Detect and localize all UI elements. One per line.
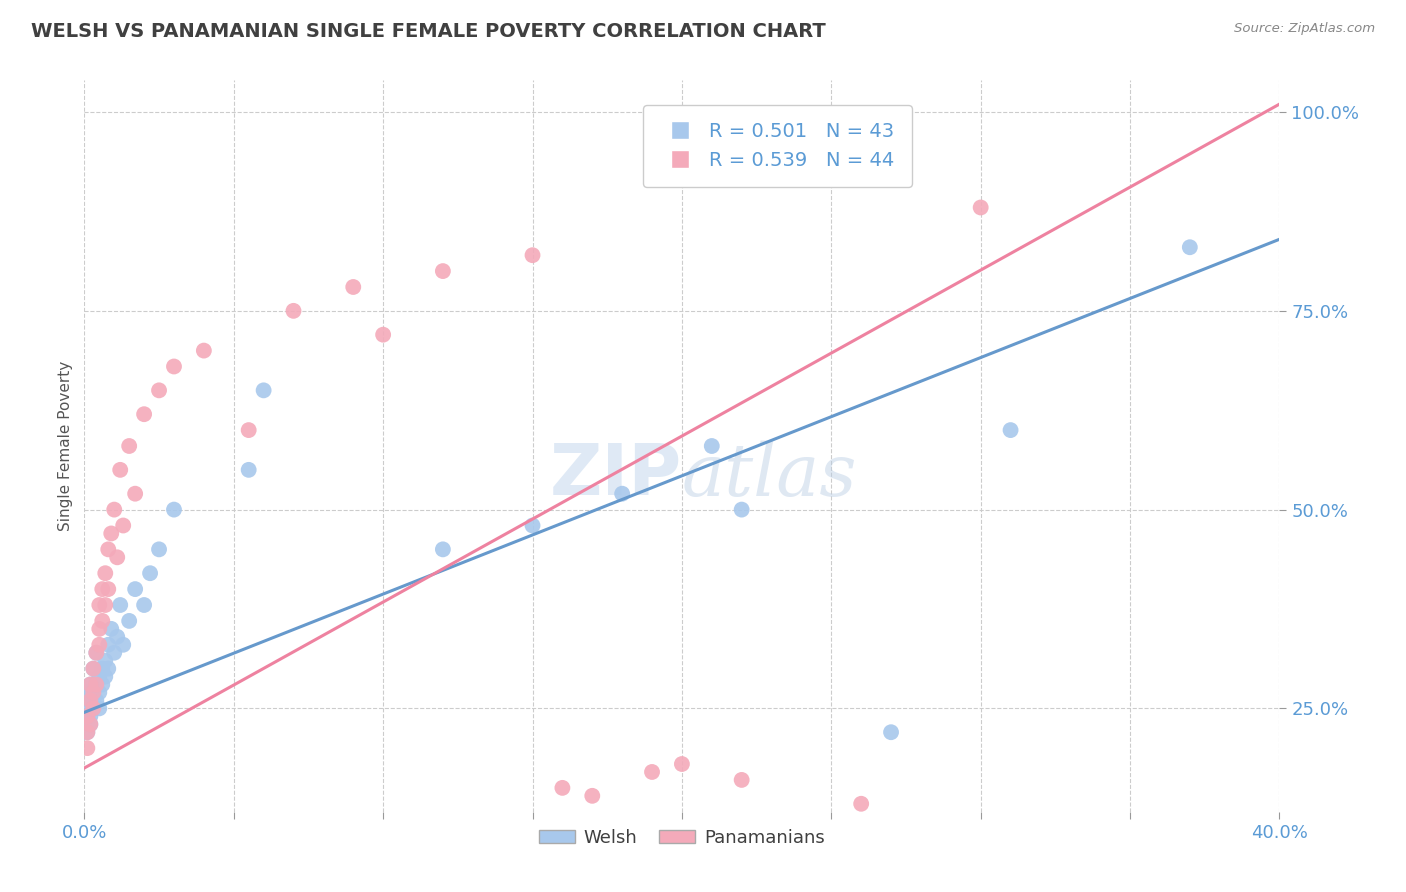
Text: ZIP: ZIP: [550, 441, 682, 509]
Text: Source: ZipAtlas.com: Source: ZipAtlas.com: [1234, 22, 1375, 36]
Point: [97, 542, 120, 557]
Point: [82, 662, 104, 676]
Point: [1000, 423, 1022, 437]
Point: [283, 303, 305, 318]
Point: [94, 566, 117, 581]
Point: [105, 550, 128, 565]
Point: [118, 614, 141, 628]
Text: atlas: atlas: [682, 440, 858, 510]
Point: [103, 646, 125, 660]
Point: [1178, 240, 1201, 254]
Point: [89, 685, 111, 699]
Legend: Welsh, Panamanians: Welsh, Panamanians: [531, 822, 832, 854]
Point: [94, 598, 117, 612]
Point: [79, 717, 101, 731]
Point: [612, 486, 634, 500]
Point: [112, 638, 135, 652]
Point: [124, 582, 146, 596]
Point: [253, 384, 276, 398]
Point: [112, 518, 135, 533]
Point: [79, 693, 101, 707]
Point: [522, 248, 544, 262]
Text: WELSH VS PANAMANIAN SINGLE FEMALE POVERTY CORRELATION CHART: WELSH VS PANAMANIAN SINGLE FEMALE POVERT…: [31, 22, 825, 41]
Point: [79, 693, 101, 707]
Point: [342, 280, 364, 294]
Point: [671, 757, 693, 772]
Point: [100, 526, 122, 541]
Point: [91, 582, 114, 596]
Point: [79, 677, 101, 691]
Point: [163, 502, 186, 516]
Point: [581, 789, 603, 803]
Point: [82, 701, 104, 715]
Point: [731, 502, 754, 516]
Point: [851, 797, 873, 811]
Point: [97, 638, 120, 652]
Point: [373, 327, 395, 342]
Point: [238, 463, 260, 477]
Point: [89, 701, 111, 715]
Point: [76, 725, 98, 739]
Point: [86, 677, 108, 691]
Point: [132, 598, 156, 612]
Point: [970, 201, 993, 215]
Point: [641, 764, 664, 779]
Point: [193, 343, 215, 358]
Point: [82, 685, 104, 699]
Point: [163, 359, 186, 374]
Point: [700, 439, 723, 453]
Point: [148, 542, 170, 557]
Point: [89, 598, 111, 612]
Point: [82, 662, 104, 676]
Point: [76, 701, 98, 715]
Point: [124, 486, 146, 500]
Point: [100, 622, 122, 636]
Point: [105, 630, 128, 644]
Point: [551, 780, 574, 795]
Point: [76, 725, 98, 739]
Point: [103, 502, 125, 516]
Point: [91, 662, 114, 676]
Point: [89, 622, 111, 636]
Point: [91, 614, 114, 628]
Point: [86, 677, 108, 691]
Point: [79, 717, 101, 731]
Point: [132, 407, 156, 421]
Point: [86, 646, 108, 660]
Point: [118, 439, 141, 453]
Point: [880, 725, 903, 739]
Point: [110, 598, 132, 612]
Point: [110, 463, 132, 477]
Point: [76, 741, 98, 756]
Point: [432, 264, 454, 278]
Point: [94, 654, 117, 668]
Point: [432, 542, 454, 557]
Y-axis label: Single Female Poverty: Single Female Poverty: [58, 361, 73, 531]
Point: [731, 772, 754, 787]
Point: [76, 685, 98, 699]
Point: [238, 423, 260, 437]
Point: [97, 582, 120, 596]
Point: [79, 677, 101, 691]
Point: [97, 662, 120, 676]
Point: [139, 566, 162, 581]
Point: [91, 677, 114, 691]
Point: [79, 709, 101, 723]
Point: [522, 518, 544, 533]
Point: [86, 693, 108, 707]
Point: [76, 709, 98, 723]
Point: [89, 669, 111, 683]
Point: [148, 384, 170, 398]
Point: [82, 685, 104, 699]
Point: [89, 638, 111, 652]
Point: [94, 669, 117, 683]
Point: [86, 646, 108, 660]
Point: [82, 701, 104, 715]
